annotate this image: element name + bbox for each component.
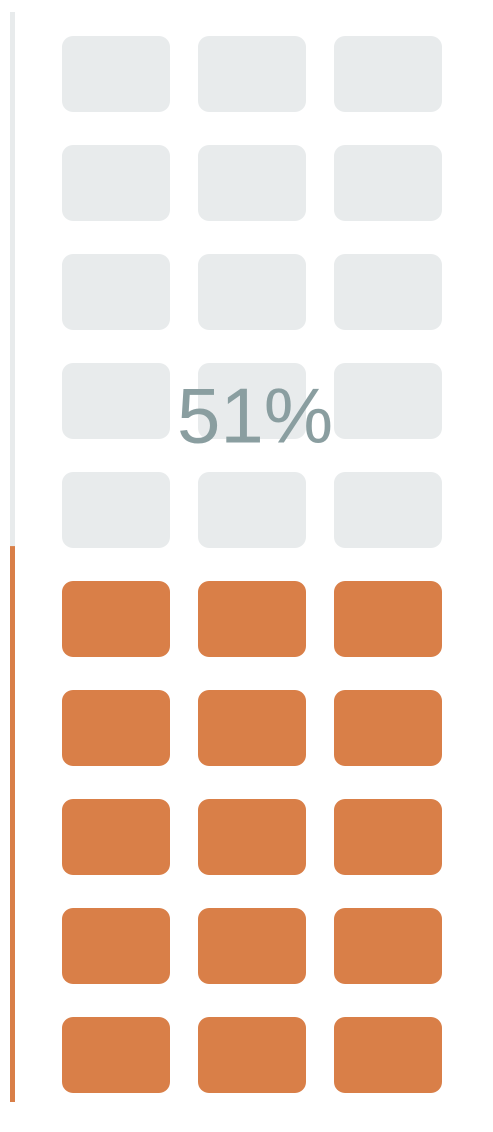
- tile-filled: [334, 1017, 442, 1093]
- tile-filled: [198, 581, 306, 657]
- tile-empty: [62, 36, 170, 112]
- tile-empty: [198, 472, 306, 548]
- tile-empty: [62, 472, 170, 548]
- tile-grid: [62, 36, 442, 1093]
- tile-filled: [334, 799, 442, 875]
- tile-empty: [62, 145, 170, 221]
- tile-filled: [62, 799, 170, 875]
- tile-filled: [334, 581, 442, 657]
- tile-empty: [62, 254, 170, 330]
- tile-filled: [62, 908, 170, 984]
- tile-filled: [198, 799, 306, 875]
- tile-empty: [334, 145, 442, 221]
- tile-filled: [198, 1017, 306, 1093]
- tile-filled: [198, 690, 306, 766]
- gauge-fill: [10, 546, 15, 1102]
- tile-empty: [198, 254, 306, 330]
- tile-empty: [198, 363, 306, 439]
- tile-filled: [62, 690, 170, 766]
- value-label: 51%: [177, 372, 333, 460]
- tile-filled: [62, 581, 170, 657]
- tile-empty: [334, 36, 442, 112]
- tile-filled: [334, 908, 442, 984]
- tile-empty: [334, 254, 442, 330]
- tile-empty: [198, 145, 306, 221]
- tile-empty: [334, 472, 442, 548]
- tile-filled: [198, 908, 306, 984]
- tile-empty: [334, 363, 442, 439]
- tile-filled: [62, 1017, 170, 1093]
- tile-empty: [62, 363, 170, 439]
- tile-filled: [334, 690, 442, 766]
- tile-empty: [198, 36, 306, 112]
